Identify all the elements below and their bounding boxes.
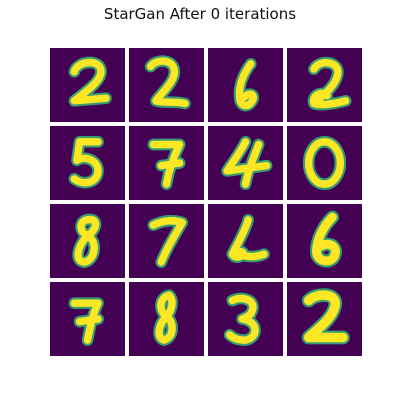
image-grid bbox=[50, 48, 362, 356]
digit-cell bbox=[50, 48, 125, 122]
digit-3-image bbox=[223, 292, 261, 346]
digit-cell bbox=[287, 48, 362, 122]
digit-2-image bbox=[226, 214, 270, 263]
digit-2-image bbox=[301, 288, 350, 345]
digit-cell bbox=[50, 126, 125, 200]
digit-5-image bbox=[68, 136, 104, 189]
digit-cell bbox=[208, 126, 283, 200]
digit-8-image bbox=[153, 289, 178, 346]
digit-cell bbox=[129, 126, 204, 200]
digit-7-image bbox=[68, 297, 104, 346]
digit-2-image bbox=[68, 56, 112, 107]
digit-6-image bbox=[309, 210, 342, 268]
digit-8-image bbox=[72, 213, 102, 268]
digit-7-image bbox=[147, 138, 186, 190]
digit-cell bbox=[50, 282, 125, 356]
digit-7-image bbox=[147, 214, 189, 268]
digit-2-image bbox=[307, 56, 352, 111]
digit-4-image bbox=[221, 136, 273, 190]
digit-cell bbox=[208, 282, 283, 356]
digit-2-image bbox=[144, 55, 191, 110]
digit-cell bbox=[208, 204, 283, 278]
digit-cell bbox=[287, 204, 362, 278]
digit-cell bbox=[50, 204, 125, 278]
digit-cell bbox=[129, 282, 204, 356]
digit-cell bbox=[287, 282, 362, 356]
digit-0-image bbox=[302, 136, 347, 190]
digit-6-image bbox=[233, 58, 260, 112]
figure-title: StarGan After 0 iterations bbox=[103, 5, 297, 23]
digit-cell bbox=[208, 48, 283, 122]
digit-cell bbox=[287, 126, 362, 200]
digit-cell bbox=[129, 48, 204, 122]
digit-cell bbox=[129, 204, 204, 278]
